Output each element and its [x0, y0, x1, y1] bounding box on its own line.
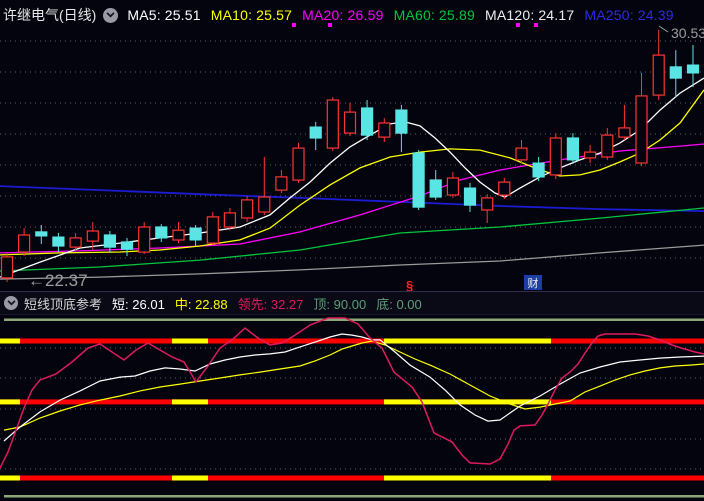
candle [688, 45, 699, 87]
low-price-label: ←22.37 [28, 271, 88, 290]
candle [396, 105, 407, 152]
ma120-legend: MA120: 24.17 [485, 7, 574, 23]
top-stat: 顶: 90.00 [313, 294, 366, 313]
candle [259, 157, 270, 215]
candle [173, 222, 184, 243]
candle [139, 222, 150, 254]
ma5-legend: MA5: 25.51 [127, 7, 200, 23]
candle [276, 170, 287, 193]
lead-stat: 领先: 32.27 [238, 294, 304, 313]
candle [653, 30, 664, 100]
candle [619, 105, 630, 140]
candle [310, 122, 321, 150]
candle [345, 103, 356, 136]
candle [379, 118, 390, 142]
stock-title: 许继电气(日线) [3, 5, 96, 25]
candle [482, 194, 493, 223]
short-stat: 短: 26.01 [112, 294, 165, 313]
cai-marker: 财 [524, 275, 542, 290]
ma250-line [0, 186, 704, 211]
cai-marker-text: 财 [528, 276, 539, 290]
gridlines [0, 41, 704, 469]
mid-stat: 中: 22.88 [175, 294, 228, 313]
ma250-legend: MA250: 24.39 [584, 7, 673, 23]
candle [533, 157, 544, 181]
candle [430, 170, 441, 200]
candle [362, 100, 373, 140]
candle [224, 208, 235, 230]
candle [242, 196, 253, 222]
candle [207, 212, 218, 245]
ma20-legend: MA20: 26.59 [302, 7, 383, 23]
chart-canvas[interactable]: ←22.37 30.53 § 财 [0, 0, 704, 501]
chevron-down-icon[interactable] [103, 8, 118, 23]
candle [293, 143, 304, 183]
ma10-legend: MA10: 25.57 [211, 7, 292, 23]
candle [190, 225, 201, 246]
candle [36, 225, 47, 244]
candle [413, 150, 424, 210]
candle [122, 238, 133, 256]
candle [550, 133, 561, 179]
candle [2, 252, 13, 282]
candle [156, 224, 167, 242]
candle [327, 97, 338, 151]
candle [585, 145, 596, 163]
candles [2, 30, 699, 282]
candle [19, 228, 30, 256]
candle [447, 172, 458, 198]
mid-line [4, 341, 704, 430]
candle [567, 133, 578, 164]
indicator-header: 短线顶底参考 短: 26.01 中: 22.88 领先: 32.27 顶: 90… [0, 291, 704, 315]
ma-lines [0, 78, 704, 279]
indicator-title: 短线顶底参考 [24, 294, 102, 313]
candle [516, 140, 527, 164]
chevron-down-icon[interactable] [4, 296, 18, 310]
candle [670, 50, 681, 97]
chart-window: ←22.37 30.53 § 财 许继电气(日线) MA5: 25.51 MA1… [0, 0, 704, 501]
main-chart-header: 许继电气(日线) MA5: 25.51 MA10: 25.57 MA20: 26… [0, 0, 704, 30]
candle [602, 128, 613, 160]
candle [636, 73, 647, 166]
ma60-legend: MA60: 25.89 [394, 7, 475, 23]
candle [53, 233, 64, 252]
bottom-stat: 底: 0.00 [376, 294, 422, 313]
candle [465, 183, 476, 212]
